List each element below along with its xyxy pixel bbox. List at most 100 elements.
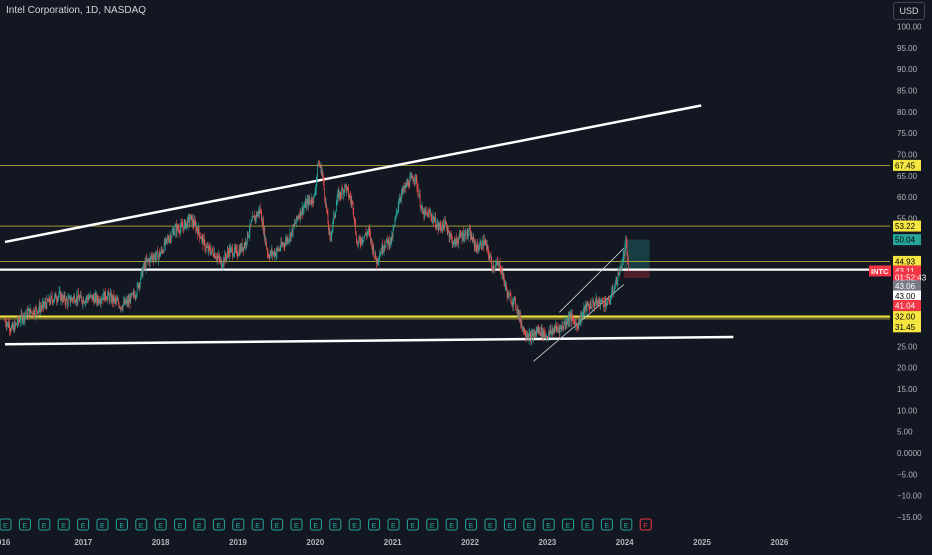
earnings-event-marker[interactable] (232, 518, 245, 531)
candle-body (89, 294, 91, 298)
earnings-event-marker[interactable] (581, 518, 594, 531)
earnings-event-marker[interactable] (542, 518, 555, 531)
earnings-event-marker[interactable] (135, 518, 148, 531)
candle-body (432, 217, 433, 220)
currency-button[interactable]: USD (893, 2, 925, 20)
earnings-event-marker[interactable] (465, 518, 478, 531)
candle-body (422, 206, 423, 214)
candle-body (369, 231, 371, 234)
y-axis-tick-label: 80.00 (897, 108, 918, 117)
candle-body (172, 230, 174, 232)
earnings-event-marker[interactable] (620, 518, 633, 531)
earnings-event-marker[interactable] (503, 518, 516, 531)
candle-body (383, 246, 385, 250)
candle-body (410, 176, 412, 178)
earnings-event-marker[interactable] (445, 518, 458, 531)
price-badge (893, 265, 921, 277)
earnings-event-marker[interactable] (406, 518, 419, 531)
candle-body (57, 297, 59, 301)
earnings-event-marker[interactable] (368, 518, 381, 531)
candle-body (265, 238, 266, 241)
candle-body (569, 315, 570, 322)
channel-line[interactable] (559, 248, 625, 313)
earnings-event-marker[interactable] (329, 518, 342, 531)
earnings-event-marker[interactable] (562, 518, 575, 531)
candle-body (276, 252, 277, 256)
candle-body (80, 294, 81, 298)
candle-body (575, 322, 576, 327)
trendline[interactable] (4, 104, 702, 244)
candle-body (325, 203, 327, 205)
earnings-event-marker[interactable] (212, 518, 225, 531)
candle-body (91, 295, 93, 300)
earnings-event-marker[interactable] (18, 518, 31, 531)
candle-body (256, 213, 257, 219)
candle-body (83, 302, 85, 304)
candle-body (437, 223, 439, 229)
earnings-event-marker[interactable] (154, 518, 167, 531)
candle-body (499, 262, 500, 264)
price-badge (893, 159, 921, 171)
candle-body (17, 317, 19, 324)
candle-body (582, 313, 583, 315)
candle-body (493, 264, 494, 269)
candle-body (497, 263, 499, 266)
candle-body (443, 225, 445, 230)
candle-body (580, 315, 581, 322)
earnings-event-marker[interactable] (309, 518, 322, 531)
candle-body (536, 329, 538, 332)
event-marker-label: E (527, 523, 532, 530)
earnings-event-marker[interactable] (174, 518, 187, 531)
candle-body (616, 278, 618, 285)
candle-body (479, 247, 480, 249)
candle-body (533, 333, 534, 338)
earnings-event-marker[interactable] (115, 518, 128, 531)
candle-body (626, 240, 627, 242)
earnings-event-marker[interactable] (387, 518, 400, 531)
candle-body (348, 188, 349, 197)
candle-body (525, 335, 527, 337)
candle-body (11, 326, 12, 331)
dividend-event-marker[interactable] (639, 518, 652, 531)
earnings-event-marker[interactable] (0, 518, 12, 531)
earnings-event-marker[interactable] (290, 518, 303, 531)
candle-body (48, 297, 50, 302)
candle-body (164, 241, 166, 246)
candle-body (203, 238, 204, 245)
earnings-event-marker[interactable] (484, 518, 497, 531)
earnings-event-marker[interactable] (57, 518, 70, 531)
candle-body (146, 259, 148, 261)
trendline[interactable] (4, 335, 734, 346)
candle-body (129, 298, 131, 304)
candle-body (112, 295, 113, 302)
earnings-event-marker[interactable] (348, 518, 361, 531)
x-axis-tick-label: 2026 (771, 538, 789, 547)
candle-body (252, 216, 253, 221)
earnings-event-marker[interactable] (251, 518, 264, 531)
earnings-event-marker[interactable] (523, 518, 536, 531)
candle-body (14, 323, 15, 332)
price-badge (893, 255, 921, 267)
candle-body (557, 327, 559, 330)
event-marker-label: E (294, 523, 299, 530)
earnings-event-marker[interactable] (600, 518, 613, 531)
candle-body (434, 217, 436, 221)
candle-body (245, 240, 246, 247)
earnings-event-marker[interactable] (77, 518, 90, 531)
event-marker-label: E (410, 523, 415, 530)
earnings-event-marker[interactable] (96, 518, 109, 531)
earnings-event-marker[interactable] (271, 518, 284, 531)
candle-body (239, 249, 240, 255)
symbol-badge (869, 265, 891, 277)
candle-body (92, 295, 93, 300)
earnings-event-marker[interactable] (38, 518, 51, 531)
candle-body (598, 301, 599, 303)
candle-body (171, 236, 172, 240)
long-position-stop-zone[interactable] (623, 269, 650, 279)
event-marker-label: E (119, 523, 124, 530)
candle-body (218, 255, 220, 259)
earnings-event-marker[interactable] (193, 518, 206, 531)
earnings-event-marker[interactable] (426, 518, 439, 531)
